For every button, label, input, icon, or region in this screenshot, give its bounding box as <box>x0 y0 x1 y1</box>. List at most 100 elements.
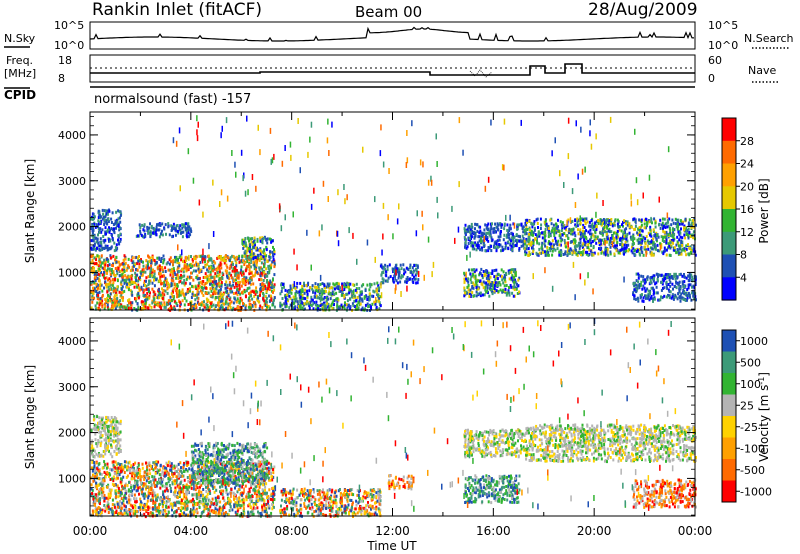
data-cell <box>615 237 618 241</box>
data-cell <box>525 244 528 248</box>
data-cell <box>293 297 296 301</box>
data-cell <box>98 279 101 283</box>
data-cell <box>642 296 645 300</box>
data-cell <box>383 267 386 271</box>
data-cell <box>94 256 97 260</box>
data-cell <box>469 234 472 238</box>
data-cell <box>586 250 589 254</box>
data-cell <box>195 255 198 259</box>
data-cell <box>599 246 602 250</box>
data-cell <box>173 286 176 290</box>
data-cell <box>640 225 643 229</box>
data-cell <box>263 258 266 262</box>
data-cell <box>99 282 102 286</box>
data-cell <box>386 268 389 272</box>
data-cell <box>568 251 571 255</box>
data-cell <box>416 281 419 285</box>
data-cell <box>485 233 488 237</box>
data-cell <box>112 301 114 305</box>
data-cell <box>114 288 117 292</box>
data-cell <box>259 293 261 297</box>
data-cell <box>172 137 175 144</box>
data-cell <box>115 269 118 273</box>
data-cell <box>201 257 204 264</box>
freq-label: Freq. <box>6 54 33 67</box>
data-cell <box>475 268 478 272</box>
data-cell <box>193 263 196 267</box>
data-cell <box>649 250 652 254</box>
data-cell <box>264 287 267 291</box>
data-cell <box>159 224 162 227</box>
data-cell <box>486 283 489 287</box>
data-cell <box>608 242 611 246</box>
data-cell <box>176 258 179 262</box>
data-cell <box>510 239 512 243</box>
data-cell <box>237 467 240 471</box>
data-cell <box>548 240 550 244</box>
data-cell <box>119 213 122 217</box>
data-cell <box>524 242 527 246</box>
data-cell <box>630 249 633 253</box>
data-cell <box>198 270 201 274</box>
data-cell <box>150 305 153 309</box>
data-cell <box>227 302 230 306</box>
data-cell <box>196 115 198 122</box>
data-cell <box>172 295 175 299</box>
data-cell <box>306 289 309 293</box>
data-cell <box>551 285 554 292</box>
data-cell <box>553 228 556 232</box>
data-cell <box>97 209 100 213</box>
data-cell <box>640 233 643 237</box>
data-cell <box>644 294 646 298</box>
data-cell <box>571 231 574 234</box>
data-cell <box>259 255 262 259</box>
data-cell <box>97 233 99 237</box>
data-cell <box>251 289 254 293</box>
data-cell <box>683 228 686 232</box>
data-cell <box>356 296 359 299</box>
data-cell <box>197 121 199 128</box>
data-cell <box>544 222 547 226</box>
data-cell <box>182 259 184 263</box>
data-cell <box>484 235 487 239</box>
data-cell <box>338 305 341 309</box>
data-cell <box>249 243 252 247</box>
data-cell <box>152 290 155 294</box>
data-cell <box>191 292 194 296</box>
data-cell <box>472 294 475 298</box>
data-cell <box>543 242 546 246</box>
data-cell <box>470 275 473 279</box>
data-cell <box>161 291 164 295</box>
data-cell <box>239 280 242 284</box>
data-cell <box>154 228 157 232</box>
data-cell <box>619 243 622 246</box>
data-cell <box>327 297 330 301</box>
data-cell <box>306 229 308 236</box>
data-cell <box>682 297 685 301</box>
data-cell <box>224 255 227 259</box>
data-cell <box>384 279 387 283</box>
data-cell <box>179 224 182 228</box>
data-cell <box>245 251 248 255</box>
data-cell <box>173 226 176 230</box>
data-cell <box>656 243 659 247</box>
data-cell <box>149 232 152 236</box>
data-cell <box>673 248 676 252</box>
data-cell <box>232 301 235 305</box>
data-cell <box>206 274 209 278</box>
data-cell <box>223 259 225 263</box>
data-cell <box>577 241 580 245</box>
data-cell <box>284 305 287 309</box>
data-cell <box>668 217 671 221</box>
data-cell <box>640 249 643 253</box>
data-cell <box>601 233 604 237</box>
data-cell <box>375 296 377 303</box>
data-cell <box>358 287 361 290</box>
data-cell <box>602 227 605 231</box>
data-cell <box>677 248 680 252</box>
data-cell <box>306 295 309 299</box>
data-cell <box>338 290 341 293</box>
data-cell <box>230 273 233 277</box>
data-cell <box>675 295 678 299</box>
data-cell <box>609 245 612 249</box>
